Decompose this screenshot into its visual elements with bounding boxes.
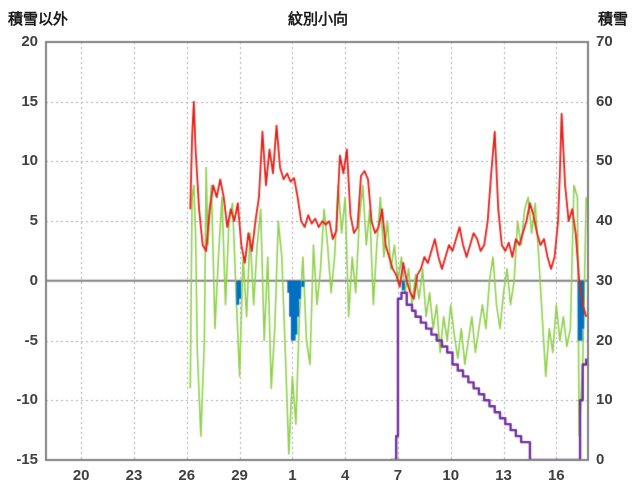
x-axis-tick-label: 20 <box>72 467 90 484</box>
y-axis-right-tick-label: 20 <box>596 331 613 349</box>
x-axis-tick-label: 29 <box>231 467 248 484</box>
y-axis-left-tick-label: -5 <box>24 331 38 349</box>
left-axis-title: 積雪以外 <box>8 11 69 28</box>
x-axis-tick-label: 26 <box>178 467 196 484</box>
y-axis-left-tick-label: -10 <box>16 391 38 409</box>
y-axis-right-tick-label: 50 <box>596 152 613 170</box>
chart-title: 紋別小向 <box>287 11 348 28</box>
y-axis-right-tick-label: 40 <box>596 212 613 230</box>
y-axis-left-tick-label: 10 <box>21 152 38 170</box>
x-axis-tick-label: 16 <box>547 467 565 484</box>
y-axis-right-tick-label: 60 <box>596 92 613 110</box>
x-axis-tick-label: 7 <box>393 467 403 484</box>
x-axis-tick-label: 1 <box>288 467 297 484</box>
y-axis-left-tick-label: 20 <box>21 33 38 50</box>
y-axis-right-tick-label: 70 <box>596 33 613 50</box>
y-axis-right-tick-label: 30 <box>596 271 613 289</box>
right-axis-title: 積雪 <box>597 11 628 28</box>
x-axis-tick-label: 13 <box>495 467 512 484</box>
y-axis-left-tick-label: 5 <box>29 212 38 230</box>
y-axis-left-tick-label: 15 <box>21 92 38 110</box>
y-axis-right-tick-label: 0 <box>596 451 605 468</box>
y-axis-right-tick-label: 10 <box>596 391 613 409</box>
y-axis-left-tick-label: -15 <box>16 451 38 468</box>
x-axis-tick-label: 4 <box>340 467 350 484</box>
y-axis-left-tick-label: 0 <box>29 271 38 289</box>
x-axis-tick-label: 23 <box>125 467 143 484</box>
x-axis-tick-label: 10 <box>442 467 460 484</box>
